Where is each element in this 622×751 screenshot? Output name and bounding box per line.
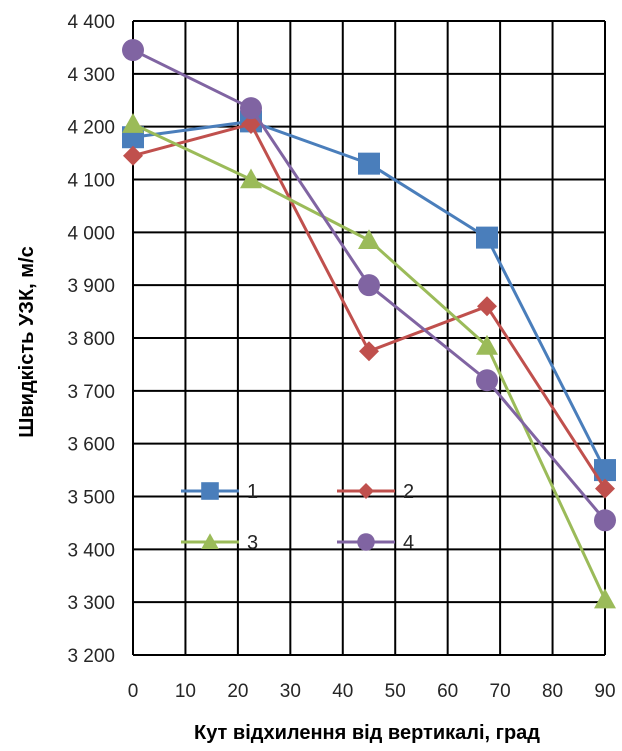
legend-label: 1 bbox=[247, 481, 258, 503]
y-tick-label: 3 500 bbox=[67, 488, 115, 509]
x-tick-label: 30 bbox=[280, 681, 301, 702]
x-tick-label: 50 bbox=[385, 681, 406, 702]
circle-marker bbox=[240, 97, 262, 120]
square-marker bbox=[201, 482, 219, 500]
grid bbox=[132, 20, 606, 656]
x-axis-ticks: 0 10 20 30 40 50 60 70 80 90 bbox=[128, 681, 616, 702]
circle-marker bbox=[358, 274, 380, 297]
y-tick-label: 4 000 bbox=[67, 223, 115, 244]
x-tick-label: 20 bbox=[227, 681, 248, 702]
triangle-marker bbox=[240, 168, 262, 189]
legend-label: 4 bbox=[403, 532, 414, 554]
square-marker bbox=[358, 152, 380, 175]
triangle-marker bbox=[201, 533, 219, 550]
y-tick-label: 4 200 bbox=[67, 118, 115, 139]
y-tick-label: 3 700 bbox=[67, 382, 115, 403]
x-tick-label: 90 bbox=[594, 681, 615, 702]
legend-item-4: 4 bbox=[337, 532, 414, 554]
triangle-marker bbox=[358, 229, 380, 250]
series-2 bbox=[123, 114, 615, 499]
diamond-marker bbox=[241, 114, 261, 135]
diamond-marker bbox=[595, 478, 615, 499]
y-tick-label: 3 600 bbox=[67, 435, 115, 456]
square-marker bbox=[476, 226, 498, 249]
y-tick-label: 3 900 bbox=[67, 276, 115, 297]
triangle-marker bbox=[476, 334, 498, 355]
x-tick-label: 10 bbox=[175, 681, 196, 702]
x-tick-label: 80 bbox=[542, 681, 563, 702]
circle-marker bbox=[357, 533, 375, 551]
diamond-marker bbox=[477, 296, 497, 317]
y-tick-label: 4 400 bbox=[67, 12, 115, 33]
y-axis-ticks: 3 200 3 300 3 400 3 500 3 600 3 700 3 800 3 900… bbox=[67, 12, 115, 667]
series-group bbox=[122, 39, 616, 609]
y-tick-label: 3 300 bbox=[67, 593, 115, 614]
x-tick-label: 0 bbox=[128, 681, 139, 702]
legend-item-1: 1 bbox=[181, 481, 258, 503]
x-axis-title: Кут відхилення від вертикалі, град bbox=[194, 722, 540, 744]
circle-marker bbox=[476, 369, 498, 392]
y-tick-label: 3 800 bbox=[67, 329, 115, 350]
series-3 bbox=[122, 113, 616, 609]
y-tick-label: 4 100 bbox=[67, 171, 115, 192]
y-tick-label: 3 200 bbox=[67, 646, 115, 667]
diamond-marker bbox=[358, 483, 374, 499]
y-axis-title: Швидкість УЗК, м/с bbox=[16, 246, 38, 437]
diamond-marker bbox=[359, 341, 379, 362]
series-line bbox=[132, 122, 607, 601]
circle-marker bbox=[594, 509, 616, 532]
x-tick-label: 60 bbox=[437, 681, 458, 702]
y-tick-label: 3 400 bbox=[67, 540, 115, 561]
legend: 1 2 3 4 bbox=[181, 481, 414, 554]
square-marker bbox=[594, 459, 616, 482]
triangle-marker bbox=[122, 113, 144, 133]
legend-label: 3 bbox=[247, 532, 258, 554]
legend-label: 2 bbox=[403, 481, 414, 503]
triangle-marker bbox=[594, 588, 616, 609]
x-tick-label: 70 bbox=[490, 681, 511, 702]
diamond-marker bbox=[123, 145, 143, 166]
circle-marker bbox=[122, 39, 144, 62]
legend-item-2: 2 bbox=[337, 481, 414, 503]
series-4 bbox=[122, 39, 616, 532]
legend-item-3: 3 bbox=[181, 532, 258, 554]
y-tick-label: 4 300 bbox=[67, 65, 115, 86]
x-tick-label: 40 bbox=[332, 681, 353, 702]
